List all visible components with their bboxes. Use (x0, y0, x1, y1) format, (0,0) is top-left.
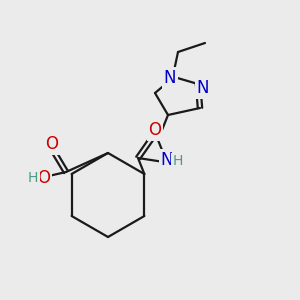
Text: N: N (197, 79, 209, 97)
Text: N: N (161, 151, 173, 169)
Text: O: O (46, 135, 59, 153)
Text: N: N (164, 69, 176, 87)
Text: O: O (38, 169, 50, 187)
Text: O: O (148, 121, 161, 139)
Text: H: H (173, 154, 183, 168)
Text: H: H (28, 171, 38, 185)
